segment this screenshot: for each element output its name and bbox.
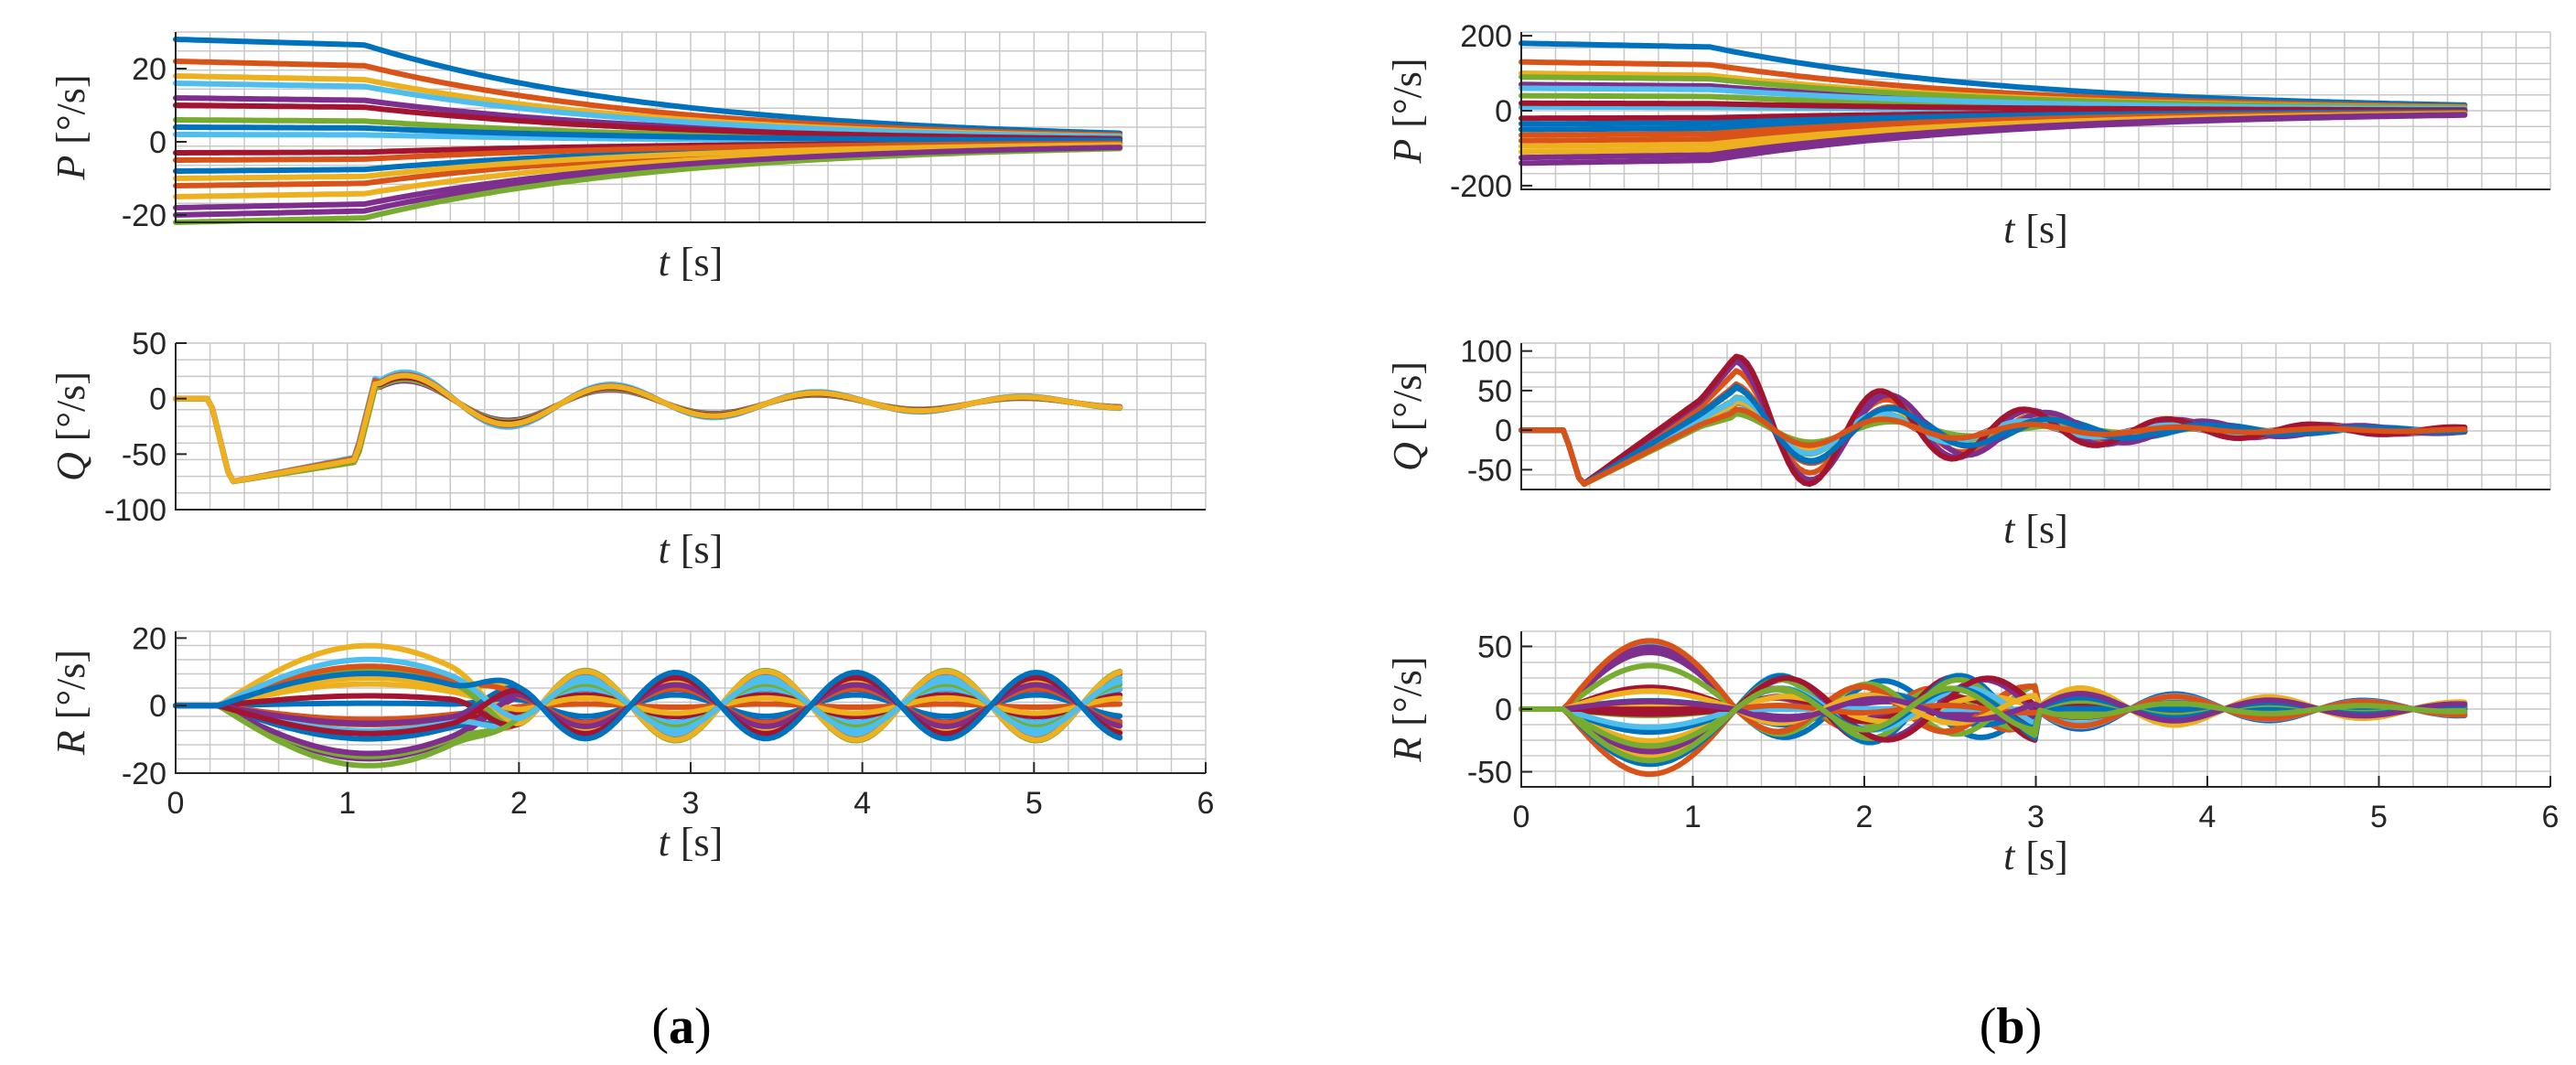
- y-axis-label: Q[°/s]: [48, 371, 93, 481]
- ytick-label: 50: [1477, 374, 1512, 409]
- xtick-label: 3: [2027, 800, 2045, 834]
- ytick-label: 20: [132, 621, 166, 656]
- x-axis-label: t [s]: [2003, 834, 2068, 878]
- series-line-22: [173, 670, 1123, 742]
- series-line-10: [173, 372, 1123, 485]
- y-axis-label: P[°/s]: [48, 74, 93, 180]
- series-line-9: [173, 701, 1123, 723]
- x-axis-label: t [s]: [659, 527, 724, 572]
- xtick-label: 1: [338, 786, 356, 821]
- x-axis-label: t [s]: [659, 240, 724, 285]
- xtick-label: 2: [1856, 800, 1873, 834]
- series-line-15: [173, 124, 1123, 144]
- series-line-17: [173, 142, 1123, 181]
- ytick-label: 50: [1477, 629, 1512, 664]
- xtick-label: 6: [2542, 800, 2560, 834]
- x-axis-label: t [s]: [2003, 207, 2068, 252]
- ytick-label: 20: [132, 52, 166, 87]
- ytick-label: 0: [1495, 414, 1512, 448]
- plot-b-P: -200 0 200 t [s] P[°/s]: [1385, 19, 2551, 252]
- ytick-label: -100: [104, 493, 166, 528]
- series-line-8: [173, 692, 1123, 719]
- ytick-label: 0: [1495, 693, 1512, 727]
- series-line-14: [1519, 100, 2468, 113]
- xtick-label: 5: [2370, 800, 2388, 834]
- ytick-label: 0: [1495, 94, 1512, 129]
- series-line-18: [173, 145, 1123, 210]
- series-group: [173, 369, 1123, 485]
- series-line-25: [1519, 691, 2468, 724]
- y-axis-label: P[°/s]: [1385, 58, 1430, 164]
- series-line-10: [173, 681, 1123, 716]
- xtick-label: 6: [1197, 786, 1215, 821]
- ytick-label: -20: [122, 757, 166, 791]
- xtick-label: 4: [2199, 800, 2216, 834]
- caption-a: (a): [651, 998, 711, 1055]
- series-line-14: [1519, 353, 2468, 487]
- series-line-18: [1519, 112, 2468, 161]
- xtick-label: 3: [682, 786, 700, 821]
- series-group: [1519, 40, 2468, 167]
- series-line-18: [173, 682, 1123, 729]
- plot-a-Q: -100 -50 0 50 t [s] Q[°/s]: [48, 327, 1207, 572]
- y-axis-label: R[°/s]: [1385, 656, 1430, 762]
- series-group: [173, 642, 1123, 769]
- plot-b-Q: -50 0 50 100 t [s] Q[°/s]: [1385, 335, 2551, 552]
- axes: [1520, 343, 2550, 490]
- ytick-label: -50: [122, 437, 166, 472]
- xtick-label: 5: [1025, 786, 1043, 821]
- axes: [1520, 32, 2550, 190]
- series-line-4: [1519, 355, 2468, 487]
- ytick-label: 0: [149, 689, 166, 724]
- series-line-26: [1519, 685, 2468, 764]
- ytick-label: -50: [1467, 756, 1512, 791]
- series-line-15: [1519, 384, 2468, 487]
- ytick-label: 0: [149, 382, 166, 417]
- series-line-13: [173, 81, 1123, 140]
- series-line-20: [173, 656, 1123, 733]
- xtick-label: 0: [167, 786, 185, 821]
- xtick-label: 4: [853, 786, 871, 821]
- series-group: [1519, 638, 2468, 778]
- x-axis-label: t [s]: [659, 820, 724, 865]
- xtick-label: 2: [510, 786, 528, 821]
- x-axis-label: t [s]: [2003, 507, 2068, 552]
- series-line-14: [173, 102, 1123, 142]
- ytick-label: -200: [1450, 169, 1512, 204]
- y-axis-label: R[°/s]: [48, 650, 93, 756]
- axes: [175, 32, 1206, 223]
- series-line-1: [173, 37, 1123, 136]
- xtick-label: 1: [1684, 800, 1701, 834]
- caption-b: (b): [1980, 998, 2042, 1055]
- series-line-17: [173, 642, 1123, 743]
- ytick-label: 100: [1460, 335, 1512, 370]
- series-group: [1519, 353, 2468, 488]
- ytick-label: 0: [149, 125, 166, 160]
- xtick-label: 0: [1513, 800, 1530, 834]
- series-line-16: [1519, 406, 2468, 488]
- ytick-label: 200: [1460, 19, 1512, 54]
- ytick-label: 50: [132, 327, 166, 361]
- y-axis-label: Q[°/s]: [1385, 361, 1430, 471]
- ytick-label: -20: [122, 199, 166, 233]
- grid: [175, 342, 1207, 511]
- plot-a-P: -20 0 20 t [s] P[°/s]: [48, 31, 1207, 285]
- ytick-label: -50: [1467, 453, 1512, 488]
- series-group: [173, 37, 1123, 225]
